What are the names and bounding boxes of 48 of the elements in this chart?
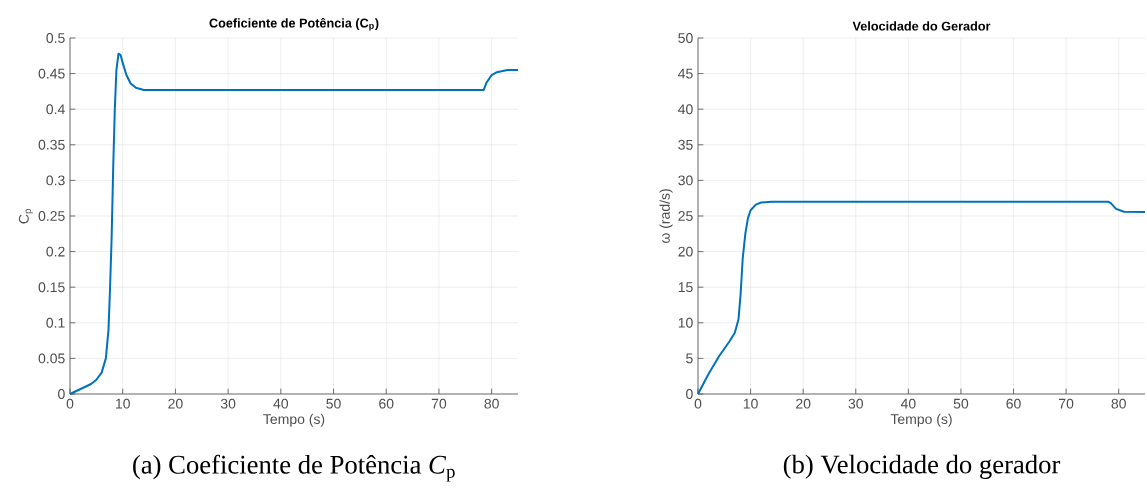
x-tick-label: 30 xyxy=(848,398,863,409)
y-tick-label: 0.3 xyxy=(46,175,65,186)
y-tick-label: 5 xyxy=(686,353,693,364)
y-tick-label: 0 xyxy=(686,389,693,399)
x-tick-label: 50 xyxy=(953,398,969,409)
x-tick-label: 80 xyxy=(484,398,499,409)
x-axis-title: Tempo (s) xyxy=(890,413,952,427)
y-tick-label: 0.05 xyxy=(38,353,65,364)
y-tick-label: 0.5 xyxy=(46,33,65,43)
y-tick-label: 35 xyxy=(678,139,693,150)
y-tick-label: 0.1 xyxy=(46,317,65,328)
y-tick-label: 0 xyxy=(58,389,65,399)
x-tick-label: 70 xyxy=(431,398,447,409)
y-tick-label: 50 xyxy=(678,33,693,43)
y-axis-title: C$_{p}$ xyxy=(18,208,33,224)
y-tick-label: 10 xyxy=(678,317,693,328)
y-tick-label: 30 xyxy=(678,175,693,186)
y-tick-label: 25 xyxy=(678,211,693,221)
text: (b) Velocidade do gerador xyxy=(783,454,1061,479)
y-tick-label: 45 xyxy=(678,68,693,79)
x-tick-label: 40 xyxy=(900,398,916,409)
x-tick-label: 40 xyxy=(273,398,289,409)
y-tick-label: 20 xyxy=(678,246,693,257)
x-tick-label: 20 xyxy=(168,398,183,409)
y-tick-label: 0.4 xyxy=(46,104,65,115)
chart-title: Coeficiente de Potência (C$_{p}$) xyxy=(209,17,379,31)
x-tick-label: 0 xyxy=(66,398,74,409)
y-tick-label: 15 xyxy=(678,282,693,293)
x-tick-label: 70 xyxy=(1059,398,1074,409)
x-tick-label: 50 xyxy=(326,398,341,409)
x-tick-label: 60 xyxy=(1006,398,1021,409)
x-tick-label: 10 xyxy=(116,398,130,409)
y-axis-title: ω (rad/s) xyxy=(659,189,673,244)
x-tick-label: 60 xyxy=(379,398,394,409)
y-tick-label: 0.25 xyxy=(38,211,65,221)
x-axis-title: Tempo (s) xyxy=(263,413,325,427)
y-tick-label: 0.15 xyxy=(38,282,65,293)
y-tick-label: 0.45 xyxy=(38,68,65,79)
x-tick-label: 20 xyxy=(796,398,811,409)
text: (a) Coeficiente de Potência C$_{p}$ xyxy=(133,454,455,482)
y-tick-label: 0.2 xyxy=(46,246,65,257)
x-tick-label: 80 xyxy=(1111,398,1126,409)
chart-title: Velocidade do Gerador xyxy=(852,21,991,31)
y-tick-label: 0.35 xyxy=(38,139,65,150)
x-tick-label: 30 xyxy=(220,398,236,409)
y-tick-label: 40 xyxy=(678,104,693,115)
x-tick-label: 0 xyxy=(694,398,702,409)
x-tick-label: 10 xyxy=(743,398,758,409)
